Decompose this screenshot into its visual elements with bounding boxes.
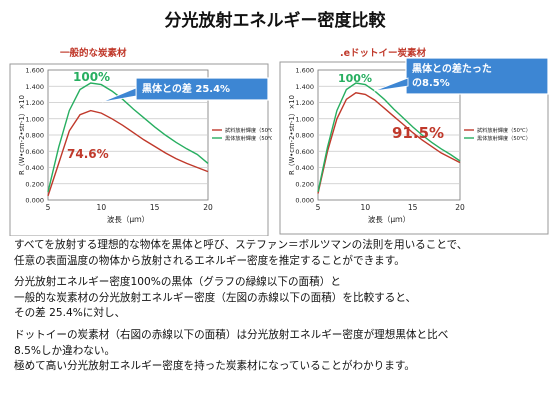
legend-label: 黒体放射輝度（50℃） [225,134,272,142]
x-tick-label: 5 [316,203,321,212]
x-tick-label: 5 [46,203,51,212]
x-tick-label: 15 [408,203,418,212]
paragraph-3-line-3: 極めて高い分光放射エネルギー密度を持った炭素材になっていることがわかります。 [14,360,415,373]
y-tick-label: 0.600 [295,148,314,156]
paragraph-1-line-1: すべてを放射する理想的な物体を黒体と呼び、ステファン＝ボルツマンの法則を用いるこ… [14,239,468,251]
legend: 試料放射輝度（50℃）黒体放射輝度（50℃） [212,126,279,142]
y-tick-label: 0.600 [25,148,44,156]
y-tick-label: 1.200 [25,99,44,107]
callout-pointer [373,77,409,92]
right-chart-panel: 0.000 0.200 0.400 0.600 0.800 1.000 1.200 1.400… [276,57,550,236]
y-axis-label: R（W•cm-2•str-1）×10 [18,95,26,175]
x-tick-label: 20 [203,203,213,212]
y-tick-label: 0.000 [295,197,314,205]
legend: 試料放射輝度（50℃）黒体放射輝度（50℃） [464,126,531,142]
y-tick-label: 0.400 [295,164,314,172]
paragraph-3-line-1: ドットイーの炭素材（右図の赤線以下の面積）は分光放射エネルギー密度が理想黒体と比… [14,328,449,341]
y-tick-label: 0.400 [25,164,44,172]
green-percent-label: 100% [73,70,110,84]
legend-label: 試料放射輝度（50℃） [477,126,531,134]
y-tick-label: 0.200 [295,180,314,188]
paragraph-2-line-3: その差 25.4%に対し、 [14,307,126,320]
callout-text: 黒体との差たった [412,62,492,75]
callout-pointer [101,87,137,103]
left-chart-subtitle: 一般的な炭素材 [60,48,127,59]
paragraph-2-line-1: 分光放射エネルギー密度100%の黒体（グラフの緑線以下の面積）と [14,276,341,289]
green-percent-label: 100% [338,72,372,85]
y-tick-label: 0.200 [25,180,44,188]
y-tick-label: 0.800 [295,132,314,140]
red-percent-label: 91.5% [392,124,444,142]
callout-text: 黒体との差 25.4% [142,82,230,95]
y-tick-label: 1.400 [25,83,44,91]
left-chart: 0.000 0.200 0.400 0.600 0.800 1.000 1.200 1.400… [9,63,279,237]
x-axis-label: 波長（μｍ） [107,214,149,224]
series-line [47,109,209,197]
x-axis-label: 波長（μｍ） [368,214,410,224]
callout-text: の8.5% [412,78,450,89]
y-tick-label: 1.000 [295,115,314,123]
y-tick-label: 1.600 [25,67,44,75]
left-chart-panel: 0.000 0.200 0.400 0.600 0.800 1.000 1.200 1.400… [0,58,279,237]
paragraph-3-line-2: 8.5%しか違わない。 [14,344,116,357]
red-percent-label: 74.6% [67,147,109,161]
y-tick-label: 1.200 [295,99,314,107]
page-title: 分光放射エネルギー密度比較 [164,11,386,31]
legend-label: 試料放射輝度（50℃） [225,126,272,134]
callout-background [405,57,549,95]
y-axis-label: R（W•cm-2•str-1）×10 [288,95,296,175]
x-tick-label: 10 [361,203,371,212]
description-text: すべてを放射する理想的な物体を黒体と呼び、ステファン＝ボルツマンの法則を用いるこ… [14,238,544,375]
x-tick-label: 10 [97,203,107,212]
series-line [47,82,209,193]
right-chart-subtitle: .eドットイー炭素材 [340,48,427,59]
paragraph-2-line-2: 一般的な炭素材の分光放射エネルギー密度（左図の赤線以下の面積）を比較すると、 [14,291,417,304]
right-chart: 0.000 0.200 0.400 0.600 0.800 1.000 1.200 1.400… [279,57,549,235]
y-tick-label: 0.000 [25,197,44,205]
series-line [317,92,461,194]
y-tick-label: 1.400 [295,83,314,91]
callout-box: 黒体との差 25.4% [135,77,269,101]
legend-label: 黒体放射輝度（50℃） [477,134,531,142]
y-tick-label: 1.600 [295,67,314,75]
paragraph-1-line-2: 任意の表面温度の物体から放射されるエネルギー密度を推定することができます。 [14,254,405,267]
y-tick-label: 1.000 [25,115,44,123]
x-tick-label: 20 [455,203,465,212]
y-tick-label: 0.800 [25,132,44,140]
series-line [317,82,461,193]
x-tick-label: 15 [150,203,160,212]
